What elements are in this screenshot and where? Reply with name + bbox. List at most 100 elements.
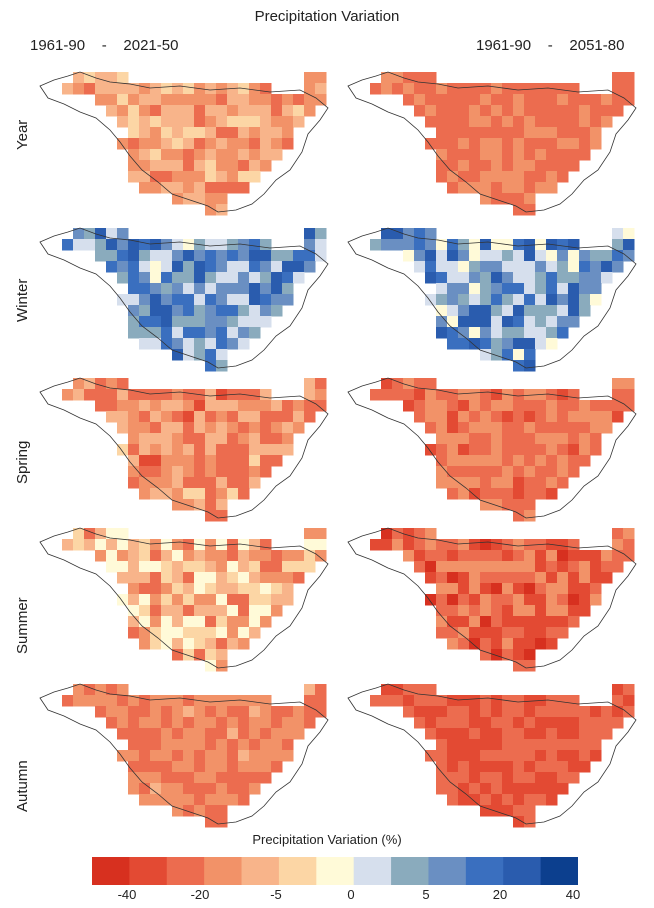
grid-cell (238, 160, 250, 172)
grid-cell (260, 550, 272, 562)
grid-cell (502, 638, 514, 650)
grid-cell (139, 761, 151, 773)
grid-cell (183, 389, 195, 401)
grid-cell (436, 561, 448, 573)
grid-cell (546, 783, 558, 795)
grid-cell (260, 149, 272, 161)
grid-cell (568, 127, 580, 139)
grid-cell (469, 739, 481, 751)
grid-cell (535, 411, 547, 423)
grid-cell (524, 94, 536, 106)
grid-cell (95, 94, 107, 106)
grid-cell (436, 772, 448, 784)
grid-cell (612, 528, 624, 540)
grid-cell (601, 422, 613, 434)
grid-cell (205, 466, 217, 478)
grid-cell (150, 422, 162, 434)
grid-cell (216, 455, 228, 467)
grid-cell (469, 316, 481, 328)
grid-cell (172, 638, 184, 650)
grid-cell (205, 695, 217, 707)
grid-cell (491, 466, 503, 478)
grid-cell (183, 294, 195, 306)
legend-tick: -5 (270, 887, 282, 902)
grid-cell (205, 455, 217, 467)
grid-cell (128, 444, 140, 456)
grid-cell (139, 316, 151, 328)
grid-cell (513, 327, 525, 339)
grid-cell (73, 228, 85, 240)
grid-cell (458, 594, 470, 606)
grid-cell (447, 327, 459, 339)
grid-cell (513, 272, 525, 284)
grid-cell (425, 250, 437, 262)
grid-cell (172, 739, 184, 751)
grid-cell (271, 305, 283, 317)
grid-cell (480, 717, 492, 729)
grid-cell (458, 539, 470, 551)
grid-cell (227, 94, 239, 106)
grid-cell (546, 433, 558, 445)
grid-cell (513, 349, 525, 361)
grid-cell (84, 228, 96, 240)
grid-cell (502, 627, 514, 639)
grid-cell (480, 338, 492, 350)
grid-cell (568, 583, 580, 595)
grid-cell (458, 616, 470, 628)
legend-swatch (316, 857, 355, 885)
grid-cell (524, 783, 536, 795)
grid-cell (513, 499, 525, 511)
grid-cell (601, 250, 613, 262)
grid-cell (161, 327, 173, 339)
grid-cell (315, 72, 327, 84)
grid-cell (260, 94, 272, 106)
grid-cell (260, 83, 272, 95)
grid-cell (128, 761, 140, 773)
grid-cell (436, 728, 448, 740)
grid-cell (458, 638, 470, 650)
grid-cell (546, 283, 558, 295)
grid-cell (590, 583, 602, 595)
grid-cell (535, 400, 547, 412)
grid-cell (172, 455, 184, 467)
grid-cell (458, 160, 470, 172)
grid-cell (524, 477, 536, 489)
legend-swatch (92, 857, 130, 885)
grid-cell (513, 338, 525, 350)
grid-cell (73, 389, 85, 401)
grid-cell (260, 422, 272, 434)
grid-cell (194, 433, 206, 445)
grid-cell (238, 761, 250, 773)
grid-cell (304, 378, 316, 390)
grid-cell (524, 816, 536, 828)
grid-cell (282, 294, 294, 306)
column-header-left: 1961-90 - 2021-50 (30, 37, 179, 54)
basin-outline (39, 683, 329, 825)
grid-cell (172, 594, 184, 606)
grid-cell (161, 83, 173, 95)
grid-cell (249, 127, 261, 139)
grid-cell (128, 160, 140, 172)
grid-cell (150, 466, 162, 478)
grid-cell (447, 400, 459, 412)
grid-cell (414, 389, 426, 401)
grid-cell (557, 477, 569, 489)
grid-cell (447, 477, 459, 489)
grid-cell (447, 728, 459, 740)
grid-cell (293, 261, 305, 273)
grid-cell (172, 116, 184, 128)
grid-cell (271, 444, 283, 456)
grid-cell (491, 488, 503, 500)
grid-cell (260, 706, 272, 718)
legend-swatch (278, 857, 317, 885)
grid-cell (150, 305, 162, 317)
grid-cell (161, 466, 173, 478)
grid-cell (557, 94, 569, 106)
grid-cell (458, 772, 470, 784)
grid-cell (557, 400, 569, 412)
grid-cell (535, 149, 547, 161)
grid-cell (183, 794, 195, 806)
grid-cell (128, 728, 140, 740)
grid-cell (447, 316, 459, 328)
grid-cell (524, 649, 536, 661)
